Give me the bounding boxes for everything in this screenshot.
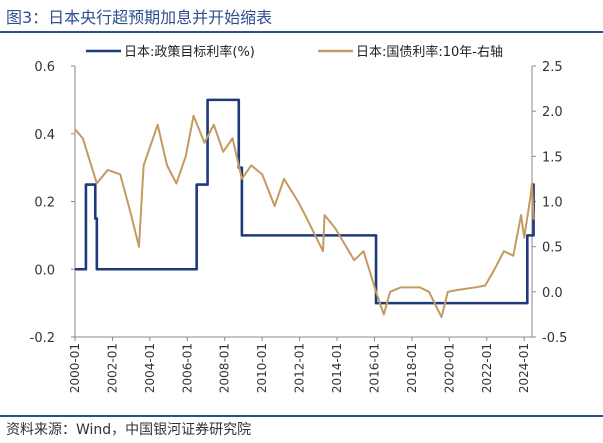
x-tick-label: 2008-01 (218, 343, 232, 393)
x-tick-label: 2004-01 (143, 343, 157, 393)
left-axis-ticks: -0.2 0.0 0.2 0.4 0.6 (30, 60, 75, 346)
title-rule (0, 31, 603, 33)
legend: 日本:政策目标利率(%) 日本:国债利率:10年-右轴 (86, 44, 503, 60)
x-tick-label: 2010-01 (255, 343, 269, 393)
left-tick-label: 0.4 (34, 128, 55, 143)
x-tick-label: 2000-01 (68, 343, 82, 393)
x-tick-label: 2014-01 (330, 343, 344, 393)
x-tick-label: 2018-01 (405, 343, 419, 393)
right-tick-label: 0.5 (542, 241, 563, 256)
source-rule (0, 415, 603, 417)
left-tick-label: 0.2 (34, 196, 55, 211)
x-tick-label: 2022-01 (480, 343, 494, 393)
right-tick-label: 1.5 (542, 150, 563, 165)
x-tick-label: 2012-01 (293, 343, 307, 393)
right-tick-label: 0.0 (542, 286, 563, 301)
left-tick-label: 0.0 (34, 263, 55, 278)
x-tick-label: 2002-01 (105, 343, 119, 393)
right-tick-label: 1.0 (542, 196, 563, 211)
jgb-10y-line (74, 114, 535, 319)
left-tick-label: 0.6 (34, 60, 55, 75)
x-tick-label: 2020-01 (442, 343, 456, 393)
figure-title: 图3：日本央行超预期加息并开始缩表 (6, 8, 273, 27)
right-tick-label: -0.5 (542, 331, 567, 346)
right-tick-label: 2.0 (542, 105, 563, 120)
x-tick-label: 2016-01 (367, 343, 381, 393)
axes-frame (74, 66, 533, 338)
x-tick-label: 2006-01 (180, 343, 194, 393)
legend-label: 日本:国债利率:10年-右轴 (356, 44, 503, 60)
series-layer (74, 98, 535, 319)
legend-label: 日本:政策目标利率(%) (124, 44, 255, 60)
policy-rate-line (75, 98, 535, 305)
right-axis-ticks: -0.5 0.0 0.5 1.0 1.5 2.0 2.5 (532, 60, 567, 346)
left-tick-label: -0.2 (30, 331, 55, 346)
right-tick-label: 2.5 (542, 60, 563, 75)
x-axis-ticks: 2000-01 2002-01 2004-01 2006-01 2008-01 2010-… (68, 337, 531, 393)
x-tick-label: 2024-01 (517, 343, 531, 393)
source-note: 资料来源：Wind，中国银河证券研究院 (6, 422, 252, 438)
